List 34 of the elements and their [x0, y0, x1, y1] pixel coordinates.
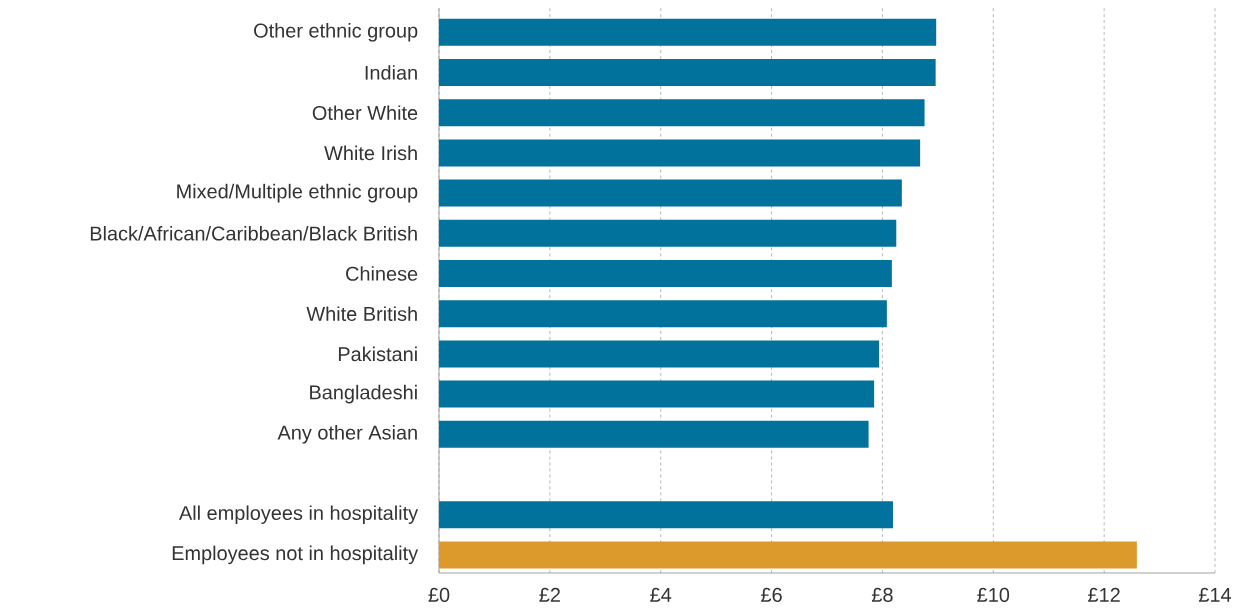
y-tick-label: Indian	[365, 65, 417, 80]
x-tick-label: £2	[539, 587, 560, 602]
bar	[439, 59, 936, 86]
y-tick-label: Employees not in hospitality	[172, 545, 419, 565]
x-tick-label: £10	[977, 587, 1010, 602]
y-tick-label: Mixed/Multiple ethnic group	[177, 183, 418, 203]
y-tick-label: White British	[306, 306, 417, 322]
bar	[439, 139, 921, 167]
y-tick-label: Bangladeshi	[310, 384, 417, 404]
x-tick-label: £0	[428, 587, 450, 602]
bar	[439, 420, 869, 448]
bar	[439, 501, 893, 529]
y-tick-label: Chinese	[346, 266, 418, 281]
y-tick-label: Any other Asian	[277, 425, 417, 444]
bar	[439, 179, 902, 207]
y-tick-label: Other ethnic group	[254, 23, 418, 42]
x-tick-label: £8	[871, 587, 893, 602]
bar	[439, 219, 897, 247]
x-tick-label: £6	[761, 587, 782, 602]
bar	[439, 340, 880, 368]
bar	[439, 380, 875, 408]
bar	[439, 18, 937, 46]
bar	[439, 99, 925, 127]
bar	[439, 300, 887, 328]
y-tick-label: Black/African/Caribbean/Black British	[90, 225, 417, 241]
y-tick-label: White Irish	[324, 145, 417, 161]
x-tick-label: £12	[1088, 587, 1120, 602]
bar	[439, 541, 1137, 569]
y-tick-label: All employees in hospitality	[178, 505, 419, 524]
x-tick-label: £14	[1198, 587, 1232, 602]
y-tick-label: Other White	[312, 105, 418, 121]
x-tick-label: £4	[650, 587, 672, 602]
bar	[439, 260, 892, 287]
y-tick-label: Pakistani	[338, 346, 417, 362]
